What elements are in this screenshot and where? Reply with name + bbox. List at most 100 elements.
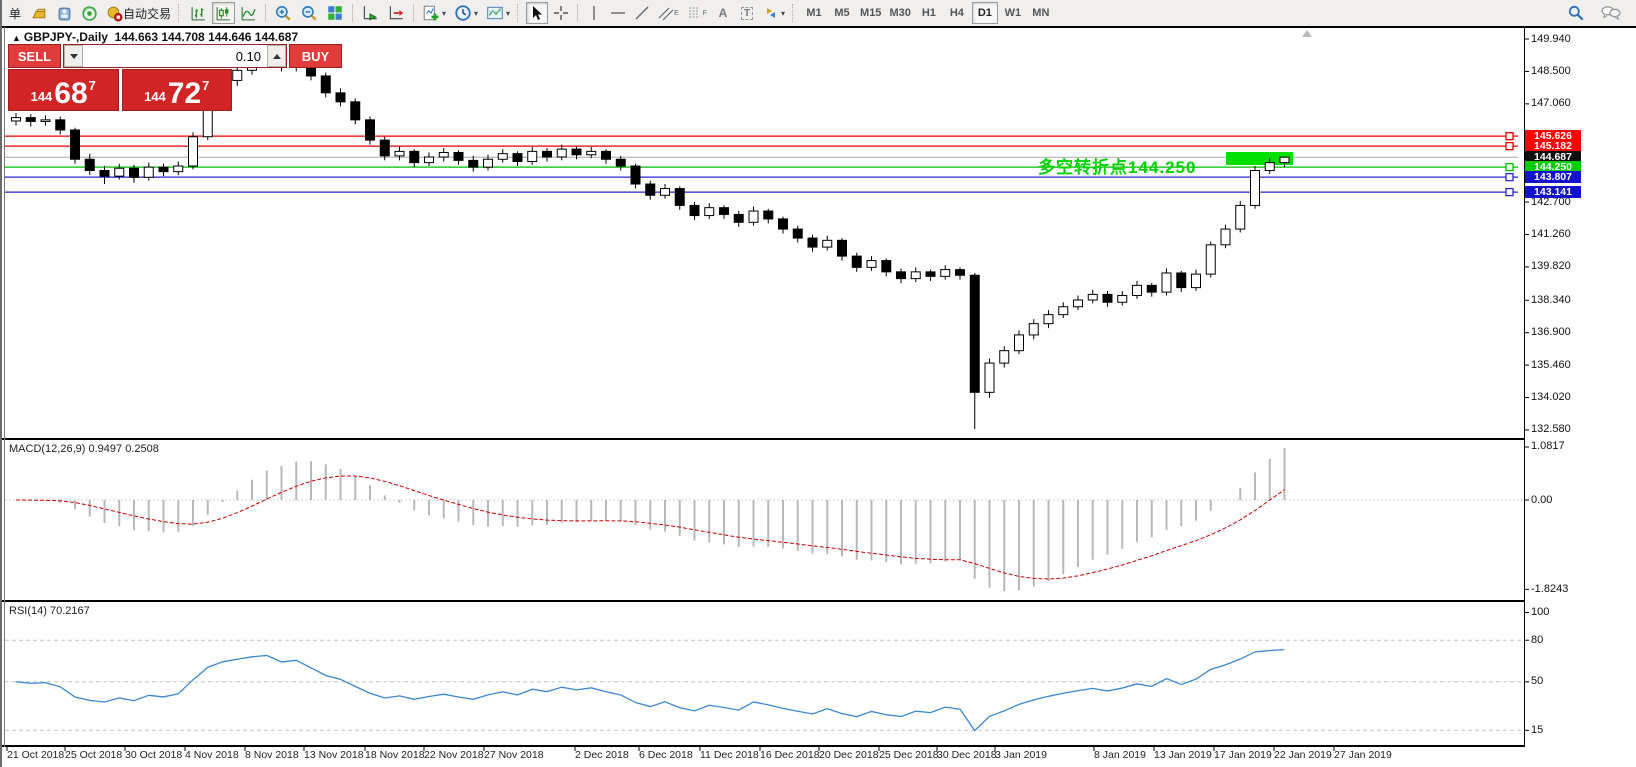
search-button[interactable] xyxy=(1564,2,1588,24)
crosshair-button[interactable] xyxy=(550,2,572,24)
data-window-button[interactable] xyxy=(53,2,76,24)
new-order-button[interactable]: 单 xyxy=(4,2,26,24)
date-tick: 4 Nov 2018 xyxy=(185,749,239,761)
channel-tool[interactable]: E xyxy=(655,2,682,24)
current-price-badge: 144.687 xyxy=(1525,151,1581,164)
search-icon xyxy=(1568,5,1584,21)
scroll-to-latest-icon[interactable] xyxy=(1302,30,1312,37)
toolbar-separator xyxy=(413,4,415,22)
toolbar-grip xyxy=(792,4,797,22)
date-tick: 13 Jan 2019 xyxy=(1154,749,1212,761)
candlestick-chart-button[interactable] xyxy=(212,2,236,24)
timeframe-m5[interactable]: M5 xyxy=(829,2,855,24)
up-tick-icon: ▲ xyxy=(12,33,21,43)
pivot-annotation: 多空转折点144.250 xyxy=(1038,158,1197,177)
date-tick: 27 Jan 2019 xyxy=(1334,749,1392,761)
price-tick: 138.340 xyxy=(1531,293,1571,306)
text-tool[interactable]: A xyxy=(712,2,734,24)
text-label-icon: T xyxy=(740,6,754,20)
auto-scroll-icon xyxy=(363,6,377,21)
price-tick: 132.580 xyxy=(1531,423,1571,436)
timeframe-m1[interactable]: M1 xyxy=(801,2,827,24)
volume-up-button[interactable] xyxy=(267,45,286,67)
vertical-line-tool[interactable] xyxy=(583,2,605,24)
toolbar-separator xyxy=(577,4,579,22)
zoom-in-button[interactable] xyxy=(271,2,295,24)
buy-price-button[interactable]: 144 72 7 xyxy=(121,69,232,111)
rsi-label: RSI(14) 70.2167 xyxy=(9,605,90,617)
timeframe-mn[interactable]: MN xyxy=(1028,2,1054,24)
symbol-period-label: GBPJPY-,Daily xyxy=(23,30,108,44)
buy-button[interactable]: BUY xyxy=(289,44,342,68)
timeframe-m15[interactable]: M15 xyxy=(857,2,884,24)
level-price-badge: 145.182 xyxy=(1525,140,1581,153)
signal-icon xyxy=(82,5,97,21)
macd-signal-value: 0.2508 xyxy=(125,443,159,455)
tile-windows-button[interactable] xyxy=(323,2,347,24)
rsi-axis-tick: 50 xyxy=(1531,675,1544,688)
chart-title: ▲ GBPJPY-,Daily 144.663 144.708 144.646 1… xyxy=(12,30,298,44)
trendline-tool[interactable] xyxy=(631,2,653,24)
crosshair-icon xyxy=(554,6,569,20)
fibonacci-tool[interactable]: F xyxy=(684,2,710,24)
date-tick: 17 Jan 2019 xyxy=(1214,749,1272,761)
volume-down-button[interactable] xyxy=(64,45,83,67)
volume-input[interactable] xyxy=(83,45,267,67)
toolbar: 单 自动交易 ▾ ▾ ▾ E F A T ▾ M1 M xyxy=(2,0,1636,27)
zoom-in-icon xyxy=(276,6,291,21)
timeframe-m30[interactable]: M30 xyxy=(886,2,913,24)
cursor-button[interactable] xyxy=(526,2,549,24)
triangle-down-icon xyxy=(69,53,78,59)
candlestick-icon xyxy=(216,6,230,20)
chat-button[interactable] xyxy=(1598,2,1624,24)
zoom-out-button[interactable] xyxy=(297,2,321,24)
text-label-tool[interactable]: T xyxy=(736,2,758,24)
date-tick: 30 Dec 2018 xyxy=(937,749,997,761)
price-tick: 136.900 xyxy=(1531,326,1571,339)
volume-control xyxy=(63,44,287,68)
timeframe-h4[interactable]: H4 xyxy=(944,2,970,24)
horizontal-line-tool[interactable] xyxy=(607,2,629,24)
trendline-icon xyxy=(635,6,649,20)
timeframe-group: M1 M5 M15 M30 H1 H4 D1 W1 MN xyxy=(801,2,1054,24)
indicators-button[interactable]: ▾ xyxy=(419,2,449,24)
bar-chart-button[interactable] xyxy=(187,2,210,24)
timeframe-h1[interactable]: H1 xyxy=(916,2,942,24)
signals-button[interactable] xyxy=(78,2,101,24)
date-tick: 6 Dec 2018 xyxy=(639,749,693,761)
timeframe-d1[interactable]: D1 xyxy=(971,2,998,24)
sell-price-button[interactable]: 144 68 7 xyxy=(8,69,119,111)
template-icon xyxy=(487,6,503,20)
macd-axis-tick: -1.8243 xyxy=(1531,582,1569,595)
equidistant-channel-icon xyxy=(658,7,674,21)
toolbar-grip xyxy=(517,4,522,22)
indicators-icon xyxy=(423,5,439,21)
text-tool-icon: A xyxy=(718,6,728,20)
auto-scroll-button[interactable] xyxy=(358,2,382,24)
arrows-tool[interactable]: ▾ xyxy=(760,2,788,24)
date-tick: 25 Dec 2018 xyxy=(879,749,939,761)
templates-button[interactable]: ▾ xyxy=(483,2,513,24)
autotrading-button[interactable]: 自动交易 xyxy=(103,2,174,24)
toolbar-right xyxy=(1564,2,1636,24)
buy-pipette: 7 xyxy=(202,78,210,93)
price-tick: 142.700 xyxy=(1531,195,1571,208)
rsi-axis-tick: 15 xyxy=(1531,723,1544,736)
sell-button[interactable]: SELL xyxy=(8,44,61,68)
line-chart-button[interactable] xyxy=(237,2,260,24)
chart-shift-button[interactable] xyxy=(384,2,408,24)
toolbar-separator xyxy=(352,4,354,22)
rsi-axis-tick: 80 xyxy=(1531,633,1544,646)
price-tick: 147.060 xyxy=(1531,97,1571,110)
tile-windows-icon xyxy=(328,6,342,20)
periods-button[interactable]: ▾ xyxy=(451,2,481,24)
date-tick: 30 Oct 2018 xyxy=(125,749,183,761)
date-tick: 22 Nov 2018 xyxy=(424,749,484,761)
timeframe-w1[interactable]: W1 xyxy=(1000,2,1026,24)
date-tick: 27 Nov 2018 xyxy=(484,749,544,761)
ingot-button[interactable] xyxy=(28,2,51,24)
arrows-icon xyxy=(767,8,776,18)
